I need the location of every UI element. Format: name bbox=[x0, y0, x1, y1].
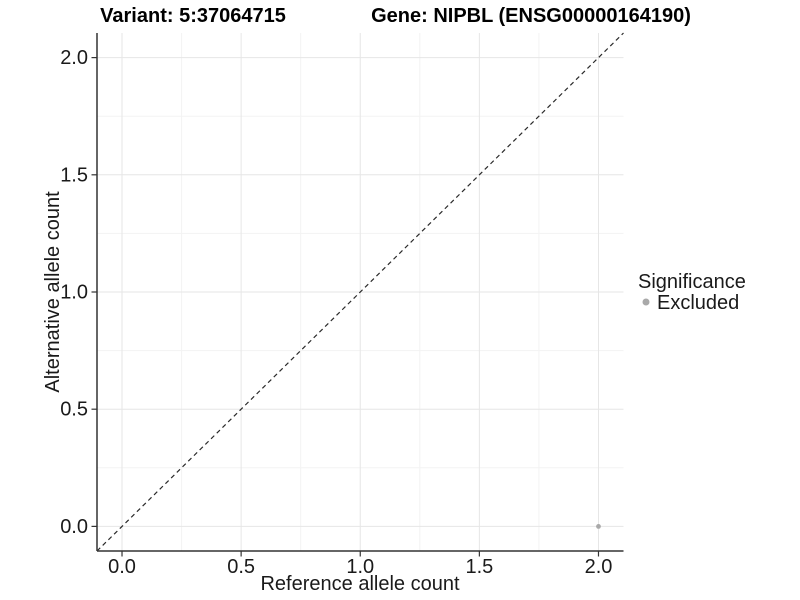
y-tick-label: 0.0 bbox=[60, 516, 88, 538]
plot-title-variant: Variant: 5:37064715 bbox=[100, 5, 286, 27]
plot-panel: 0.0 0.5 1.0 1.5 2.0 0.0 0.5 1.0 1.5 2.0 bbox=[60, 32, 624, 578]
x-tick-label: 0.0 bbox=[108, 556, 136, 578]
x-tick-label: 0.5 bbox=[227, 556, 255, 578]
x-tick-label: 2.0 bbox=[585, 556, 613, 578]
identity-dashed-line bbox=[96, 32, 624, 552]
x-tick-label: 1.0 bbox=[346, 556, 374, 578]
y-axis-title: Alternative allele count bbox=[42, 191, 64, 393]
legend: Significance Excluded bbox=[638, 271, 746, 314]
y-tick-label: 2.0 bbox=[60, 47, 88, 69]
y-tick-label: 0.5 bbox=[60, 399, 88, 421]
x-axis-title: Reference allele count bbox=[260, 573, 459, 595]
y-tick-label: 1.0 bbox=[60, 282, 88, 304]
legend-title: Significance bbox=[638, 271, 746, 293]
y-tick-label: 1.5 bbox=[60, 164, 88, 186]
x-tick-label: 1.5 bbox=[465, 556, 493, 578]
plot-title-gene: Gene: NIPBL (ENSG00000164190) bbox=[371, 5, 691, 27]
legend-key-excluded-dot bbox=[642, 298, 650, 306]
legend-item-excluded: Excluded bbox=[657, 292, 739, 314]
data-point bbox=[596, 523, 601, 529]
